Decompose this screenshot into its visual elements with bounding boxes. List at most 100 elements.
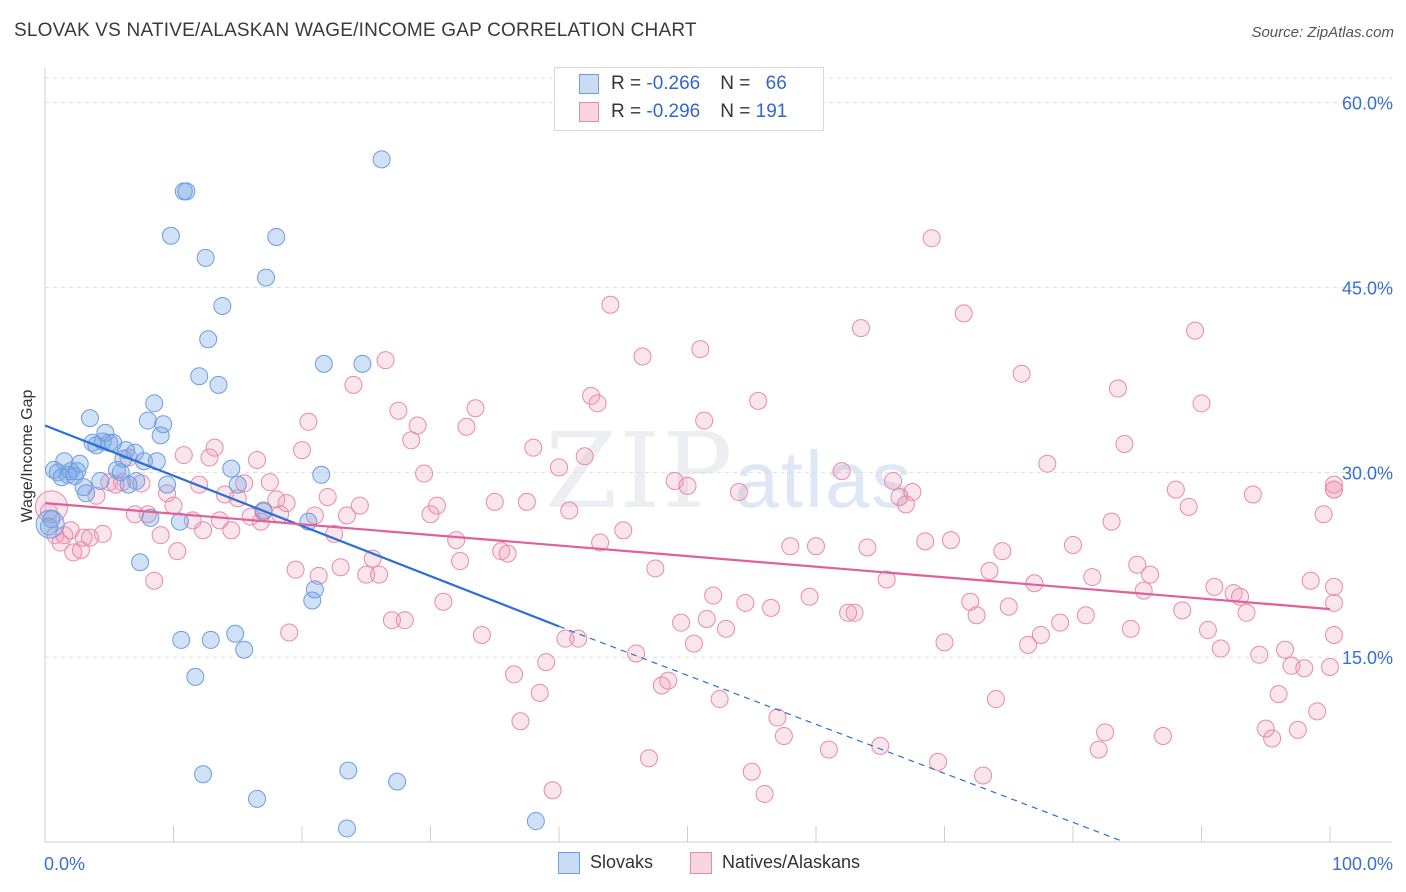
data-point-native [235,474,254,493]
legend-n-label: N = [720,73,756,94]
data-point-native [768,708,787,727]
data-point-slovak-large [35,509,65,539]
data-point-native [151,526,170,545]
data-point-native [929,752,948,771]
chart-title: SLOVAK VS NATIVE/ALASKAN WAGE/INCOME GAP… [14,20,697,41]
trend-line-slovaks-extension [558,625,1125,843]
data-point-slovak [77,484,96,503]
data-point-slovak [388,772,407,791]
bottom-swatch-blue [558,852,580,875]
bottom-legend-label: Slovaks [590,852,654,872]
data-point-native [87,486,106,505]
tick-labels: 15.0% 30.0% 45.0% 60.0% 0.0% 100.0% [44,94,1393,874]
data-point-native [389,401,408,420]
data-point-native [1019,635,1038,654]
data-point-native [729,483,748,502]
source-label: Source: ZipAtlas.com [1251,24,1394,41]
data-point-native [781,537,800,556]
data-point-native [1031,625,1050,644]
data-point-native [633,347,652,366]
grid [45,77,1392,658]
data-point-native [331,558,350,577]
data-point-native [588,394,607,413]
data-point-native [582,386,601,405]
data-point-native [742,762,761,781]
data-point-native [762,598,781,617]
data-point-native [505,665,524,684]
data-point-native [1325,593,1343,612]
data-point-native [1198,621,1217,640]
data-point-native [954,304,973,323]
data-point-native [1301,571,1320,590]
data-point-slovak [226,624,245,643]
data-point-native [325,524,344,543]
legend-r-label: R = [611,101,647,122]
data-point-native [1276,640,1295,659]
data-point-slovak [55,452,74,471]
data-point-native [451,552,470,571]
data-point-native [434,592,453,611]
data-point-slovak [145,394,164,413]
data-point-native [1321,658,1339,677]
x-tick-label: 100.0% [1332,854,1393,874]
data-point-slovak [194,765,213,784]
data-point-slovak [305,580,324,599]
data-point-native [1121,619,1140,638]
data-point-native [1295,659,1314,678]
data-point-slovak [42,510,61,529]
data-point-native [1115,434,1134,453]
data-point-slovak [267,227,286,246]
data-point-native [871,736,890,755]
data-point-native [1076,606,1095,625]
data-point-native [472,625,491,644]
data-point-slovak [209,375,228,394]
legend-n-value: 191 [755,101,788,122]
data-point-native [659,671,678,690]
data-point-native [200,448,219,467]
data-point-native [646,559,665,578]
data-point-native [267,490,286,509]
data-point-slovak [96,423,115,442]
data-point-native [299,412,318,431]
data-point-native [614,521,633,540]
data-point-native [1064,536,1082,555]
data-point-native [517,492,536,511]
data-point-native [575,447,594,466]
data-point-slovak [151,426,170,445]
data-point-native [717,619,736,638]
data-point-native [357,565,376,584]
x-tick-label: 0.0% [44,854,85,874]
data-point-native [164,496,183,515]
data-point-native [736,593,755,612]
legend-row-slovaks: R = -0.266 N = 66 [579,73,787,99]
data-point-native [1051,613,1070,632]
data-point-native [457,417,476,436]
data-point-native [1243,485,1262,504]
data-point-native [350,496,369,515]
data-point-native [1325,475,1343,494]
data-point-native [1325,577,1343,596]
data-point-slovak [257,268,276,287]
axes [44,68,1392,843]
data-point-native [466,399,485,418]
data-point-native [194,521,213,540]
data-point-native [807,537,825,556]
y-tick-label: 15.0% [1342,648,1393,668]
data-point-native [986,690,1005,709]
data-point-native [678,476,697,495]
data-point-native [1038,454,1057,473]
data-point-native [260,473,279,492]
data-point-native [550,458,568,477]
data-point-slovak [213,296,232,315]
data-point-native [1179,497,1198,516]
data-point-native [1102,512,1121,531]
data-point-native [277,494,296,513]
bottom-legend-label: Natives/Alaskans [722,852,861,872]
data-point-slovak [127,471,146,490]
bottom-legend-slovaks: Slovaks [558,852,654,875]
data-point-native [382,611,401,630]
data-point-native [485,492,504,511]
data-point-native [280,623,299,642]
trend-line-natives [44,502,1331,611]
data-point-native [560,501,579,520]
